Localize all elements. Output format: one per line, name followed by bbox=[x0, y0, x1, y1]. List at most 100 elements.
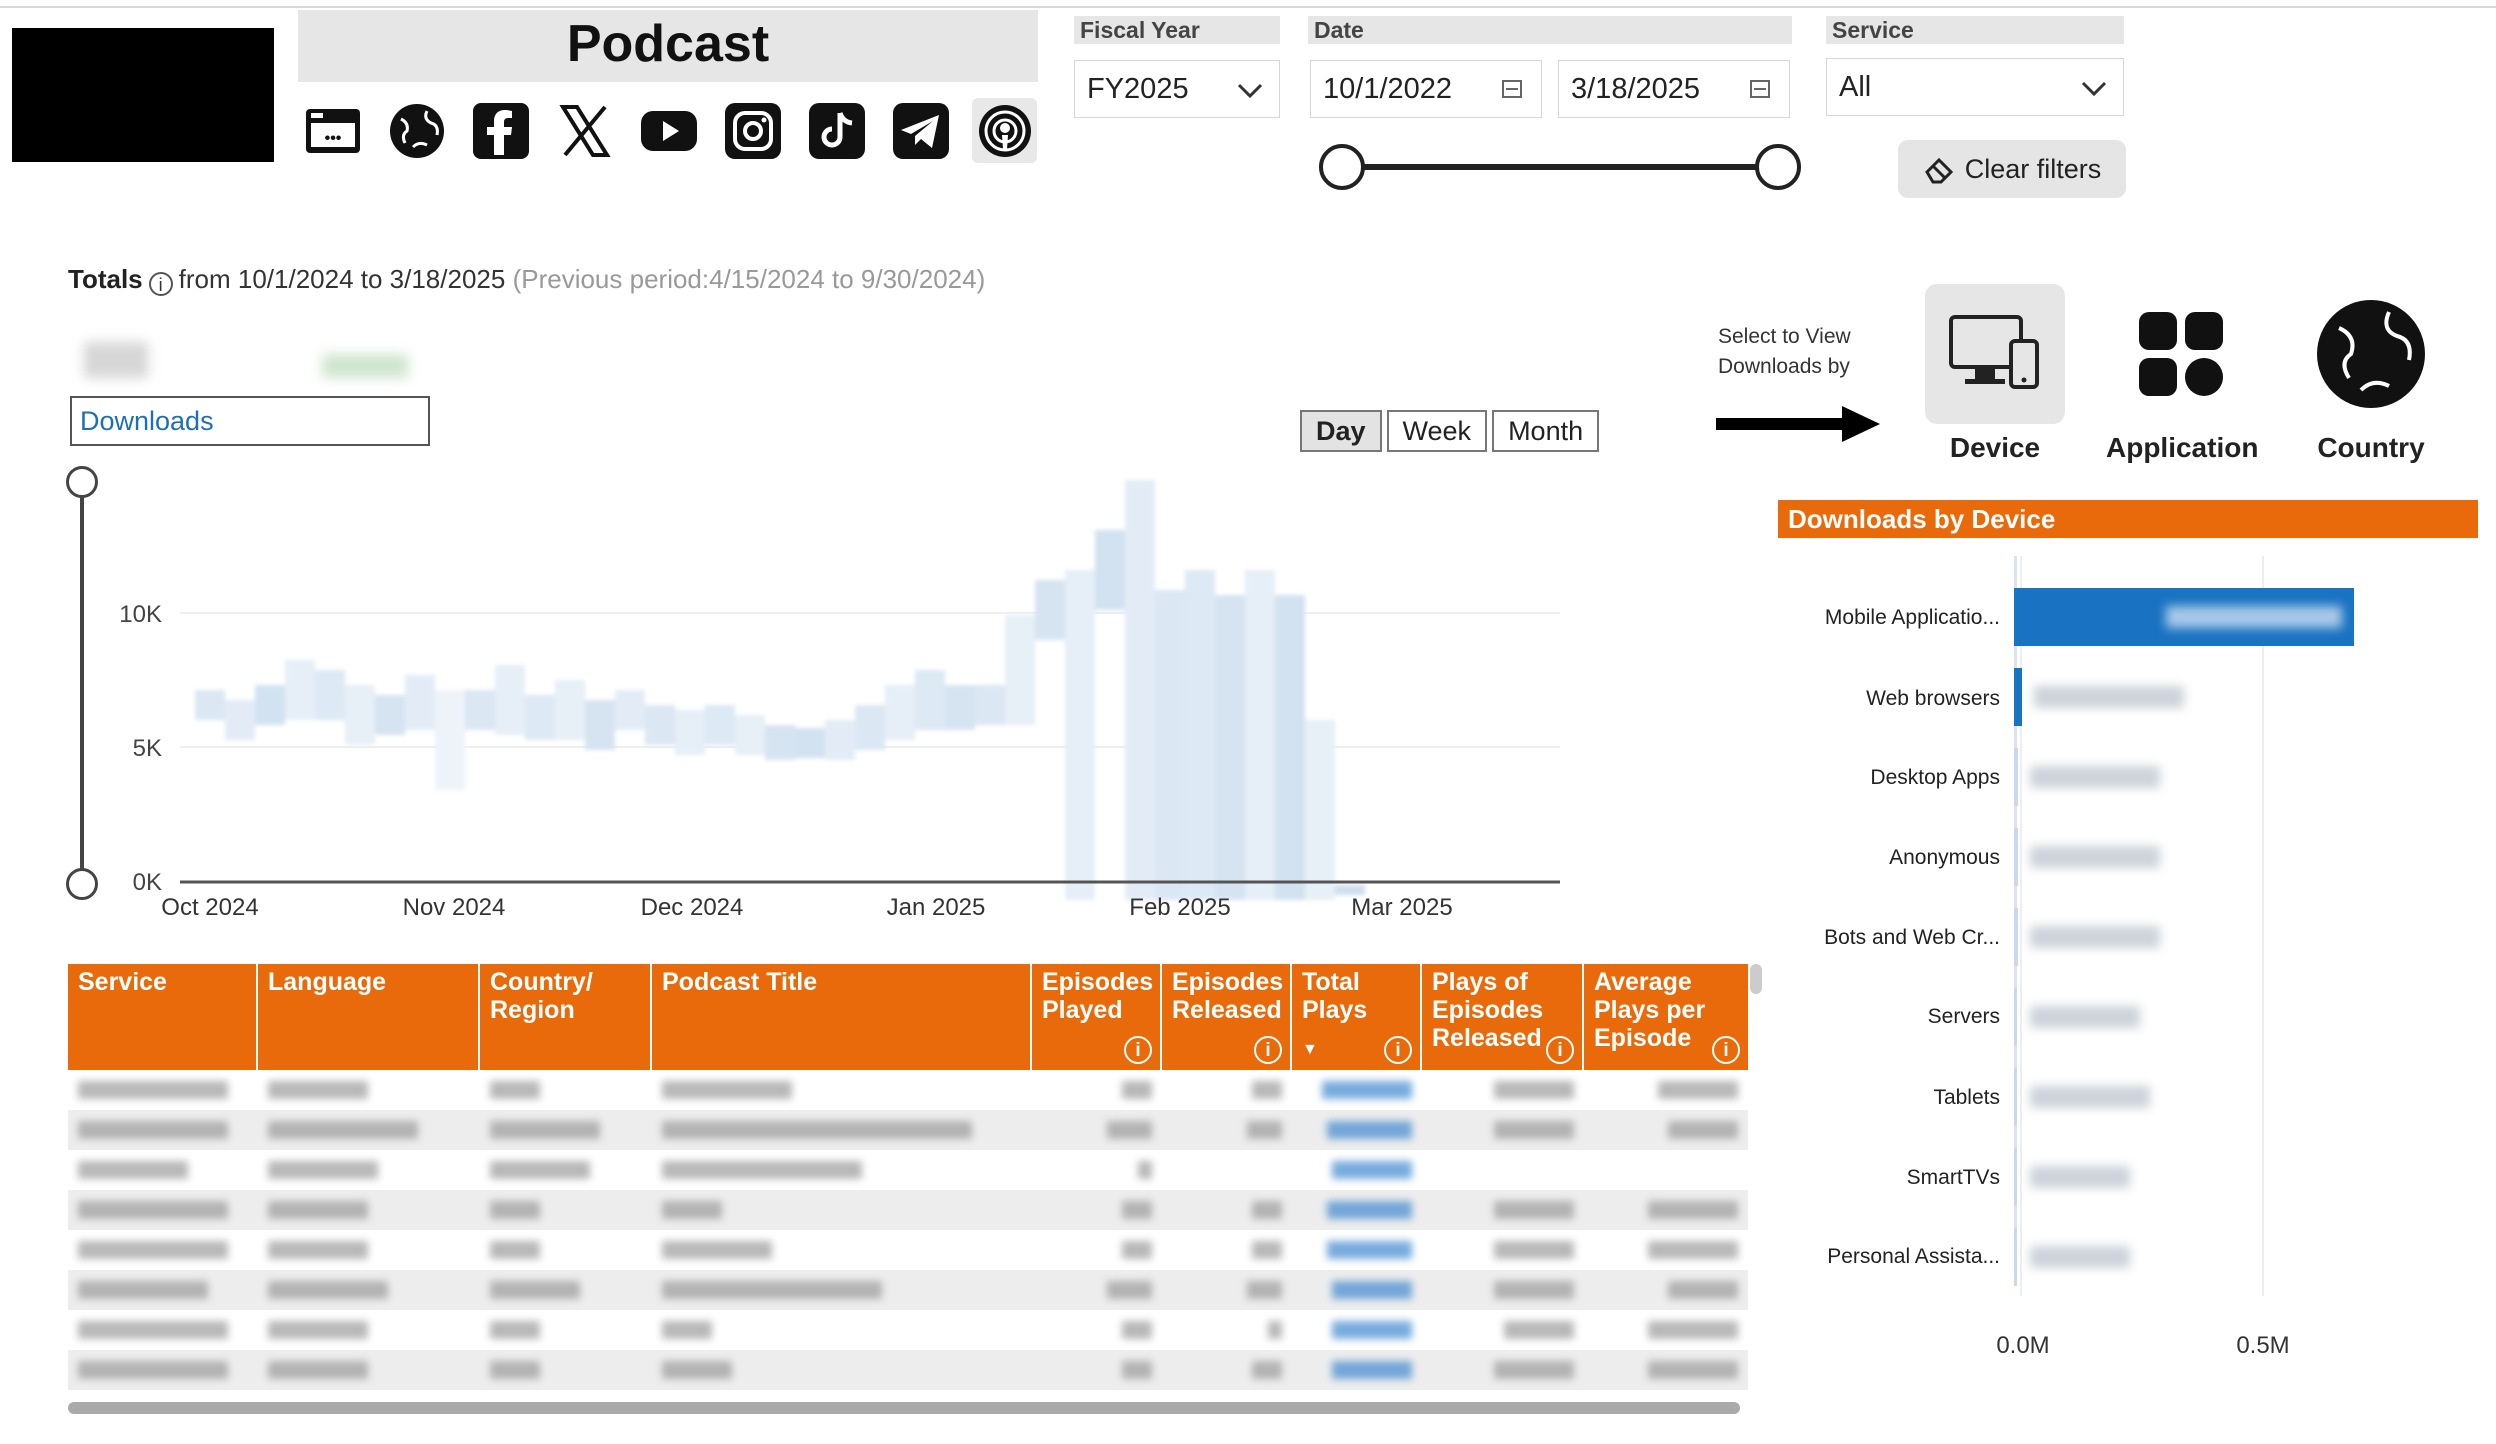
youtube-icon[interactable] bbox=[636, 98, 701, 163]
x-tick-05m: 0.5M bbox=[2236, 1332, 2290, 1359]
device-bar[interactable] bbox=[2014, 1228, 2017, 1286]
redacted-link-cell[interactable] bbox=[1327, 1121, 1412, 1139]
device-bar[interactable] bbox=[2014, 908, 2018, 966]
info-icon[interactable]: i bbox=[1254, 1036, 1282, 1064]
table-row[interactable] bbox=[68, 1070, 1748, 1110]
calendar-icon[interactable] bbox=[1749, 78, 1771, 100]
table-horizontal-scrollbar[interactable] bbox=[68, 1402, 1740, 1414]
device-bar[interactable] bbox=[2014, 828, 2018, 886]
application-view-button[interactable]: Application bbox=[2106, 284, 2258, 464]
info-icon[interactable]: i bbox=[1546, 1036, 1574, 1064]
table-row[interactable] bbox=[68, 1230, 1748, 1270]
day-button[interactable]: Day bbox=[1300, 410, 1382, 452]
date-slider-start-handle[interactable] bbox=[1319, 144, 1365, 190]
redacted-cell bbox=[78, 1161, 188, 1179]
vertical-range-slider[interactable] bbox=[80, 482, 84, 882]
start-date-input[interactable]: 10/1/2022 bbox=[1310, 60, 1542, 118]
calendar-icon[interactable] bbox=[1501, 78, 1523, 100]
telegram-icon[interactable] bbox=[888, 98, 953, 163]
col-plays-of-episodes-released[interactable]: Plays of Episodes Released i bbox=[1422, 964, 1584, 1070]
device-bar-value bbox=[2030, 1246, 2130, 1268]
podcast-icon[interactable] bbox=[972, 98, 1037, 163]
device-bar[interactable] bbox=[2014, 668, 2022, 726]
table-row[interactable] bbox=[68, 1270, 1748, 1310]
website-icon[interactable]: ••• bbox=[300, 98, 365, 163]
col-episodes-played[interactable]: Episodes Played i bbox=[1032, 964, 1162, 1070]
y-tick-5k: 5K bbox=[133, 735, 162, 762]
service-label: Service bbox=[1826, 16, 2124, 44]
title-band bbox=[298, 10, 1038, 82]
sort-desc-icon: ▼ bbox=[1302, 1041, 1318, 1058]
vertical-slider-top-handle[interactable] bbox=[66, 466, 98, 498]
service-dropdown[interactable]: All bbox=[1826, 58, 2124, 116]
redacted-link-cell[interactable] bbox=[1327, 1241, 1412, 1259]
col-average-plays[interactable]: Average Plays per Episode i bbox=[1584, 964, 1748, 1070]
redacted-link-cell[interactable] bbox=[1327, 1201, 1412, 1219]
device-view-label: Device bbox=[1949, 432, 2041, 463]
redacted-link-cell[interactable] bbox=[1332, 1281, 1412, 1299]
gridline-0 bbox=[2020, 556, 2022, 1296]
info-icon[interactable]: i bbox=[1712, 1036, 1740, 1064]
col-language[interactable]: Language bbox=[258, 964, 480, 1070]
table-vertical-scrollbar[interactable] bbox=[1750, 964, 1762, 994]
redacted-cell bbox=[662, 1361, 732, 1379]
device-category-label: Anonymous bbox=[1889, 846, 2000, 869]
end-date-input[interactable]: 3/18/2025 bbox=[1558, 60, 1790, 118]
device-bar[interactable] bbox=[2014, 748, 2018, 806]
measure-selector[interactable]: Downloads bbox=[70, 396, 430, 446]
week-button[interactable]: Week bbox=[1386, 410, 1488, 452]
table-row[interactable] bbox=[68, 1110, 1748, 1150]
x-icon[interactable] bbox=[552, 98, 617, 163]
col-episodes-released[interactable]: Episodes Released i bbox=[1162, 964, 1292, 1070]
clear-filters-button[interactable]: Clear filters bbox=[1898, 140, 2126, 198]
device-bar[interactable] bbox=[2014, 1148, 2017, 1206]
redacted-cell bbox=[1122, 1081, 1152, 1099]
redacted-link-cell[interactable] bbox=[1332, 1321, 1412, 1339]
country-view-button[interactable]: Country bbox=[2296, 284, 2446, 464]
redacted-cell bbox=[490, 1081, 540, 1099]
redacted-cell bbox=[1252, 1201, 1282, 1219]
info-icon[interactable]: i bbox=[148, 272, 173, 296]
table-row[interactable] bbox=[68, 1310, 1748, 1350]
x-tick-mar-2025: Mar 2025 bbox=[1351, 894, 1452, 921]
arrow-right-icon bbox=[1716, 406, 1880, 442]
table-row[interactable] bbox=[68, 1350, 1748, 1390]
redacted-cell bbox=[490, 1121, 600, 1139]
redacted-cell bbox=[1138, 1161, 1152, 1179]
redacted-link-cell[interactable] bbox=[1322, 1081, 1412, 1099]
device-bar[interactable] bbox=[2014, 988, 2017, 1046]
redacted-logo bbox=[12, 28, 274, 162]
col-plays-released-label: Plays of Episodes Released bbox=[1432, 968, 1544, 1052]
col-country-region[interactable]: Country/ Region bbox=[480, 964, 652, 1070]
date-slider-end-handle[interactable] bbox=[1755, 144, 1801, 190]
info-icon[interactable]: i bbox=[1124, 1036, 1152, 1064]
col-service[interactable]: Service bbox=[68, 964, 258, 1070]
col-total-plays[interactable]: Total Plays i ▼ bbox=[1292, 964, 1422, 1070]
table-row[interactable] bbox=[68, 1150, 1748, 1190]
redacted-cell bbox=[1648, 1321, 1738, 1339]
globe-icon[interactable] bbox=[384, 98, 449, 163]
device-bar-value bbox=[2030, 766, 2160, 788]
redacted-link-cell[interactable] bbox=[1332, 1161, 1412, 1179]
col-podcast-title[interactable]: Podcast Title bbox=[652, 964, 1032, 1070]
totals-range: from 10/1/2024 to 3/18/2025 bbox=[178, 264, 506, 294]
tiktok-icon[interactable] bbox=[804, 98, 869, 163]
facebook-icon[interactable] bbox=[468, 98, 533, 163]
col-service-label: Service bbox=[78, 968, 167, 996]
device-view-button[interactable]: Device bbox=[1920, 284, 2070, 464]
fiscal-year-dropdown[interactable]: FY2025 bbox=[1074, 60, 1280, 118]
country-view-label: Country bbox=[2317, 432, 2425, 463]
date-range-slider-track[interactable] bbox=[1342, 164, 1778, 170]
table-row[interactable] bbox=[68, 1190, 1748, 1230]
instagram-icon[interactable] bbox=[720, 98, 785, 163]
device-category-label: Desktop Apps bbox=[1870, 766, 2000, 789]
redacted-cell bbox=[268, 1161, 378, 1179]
vertical-slider-bottom-handle[interactable] bbox=[66, 868, 98, 900]
month-button[interactable]: Month bbox=[1492, 410, 1600, 452]
redacted-cell bbox=[268, 1241, 368, 1259]
redacted-cell bbox=[268, 1201, 368, 1219]
redacted-link-cell[interactable] bbox=[1332, 1361, 1412, 1379]
info-icon[interactable]: i bbox=[1384, 1036, 1412, 1064]
downloads-line-chart: 10K 5K 0K Oct 2024 Nov 2024 Dec 2024 Jan… bbox=[119, 480, 1560, 921]
device-bar[interactable] bbox=[2014, 1068, 2017, 1126]
